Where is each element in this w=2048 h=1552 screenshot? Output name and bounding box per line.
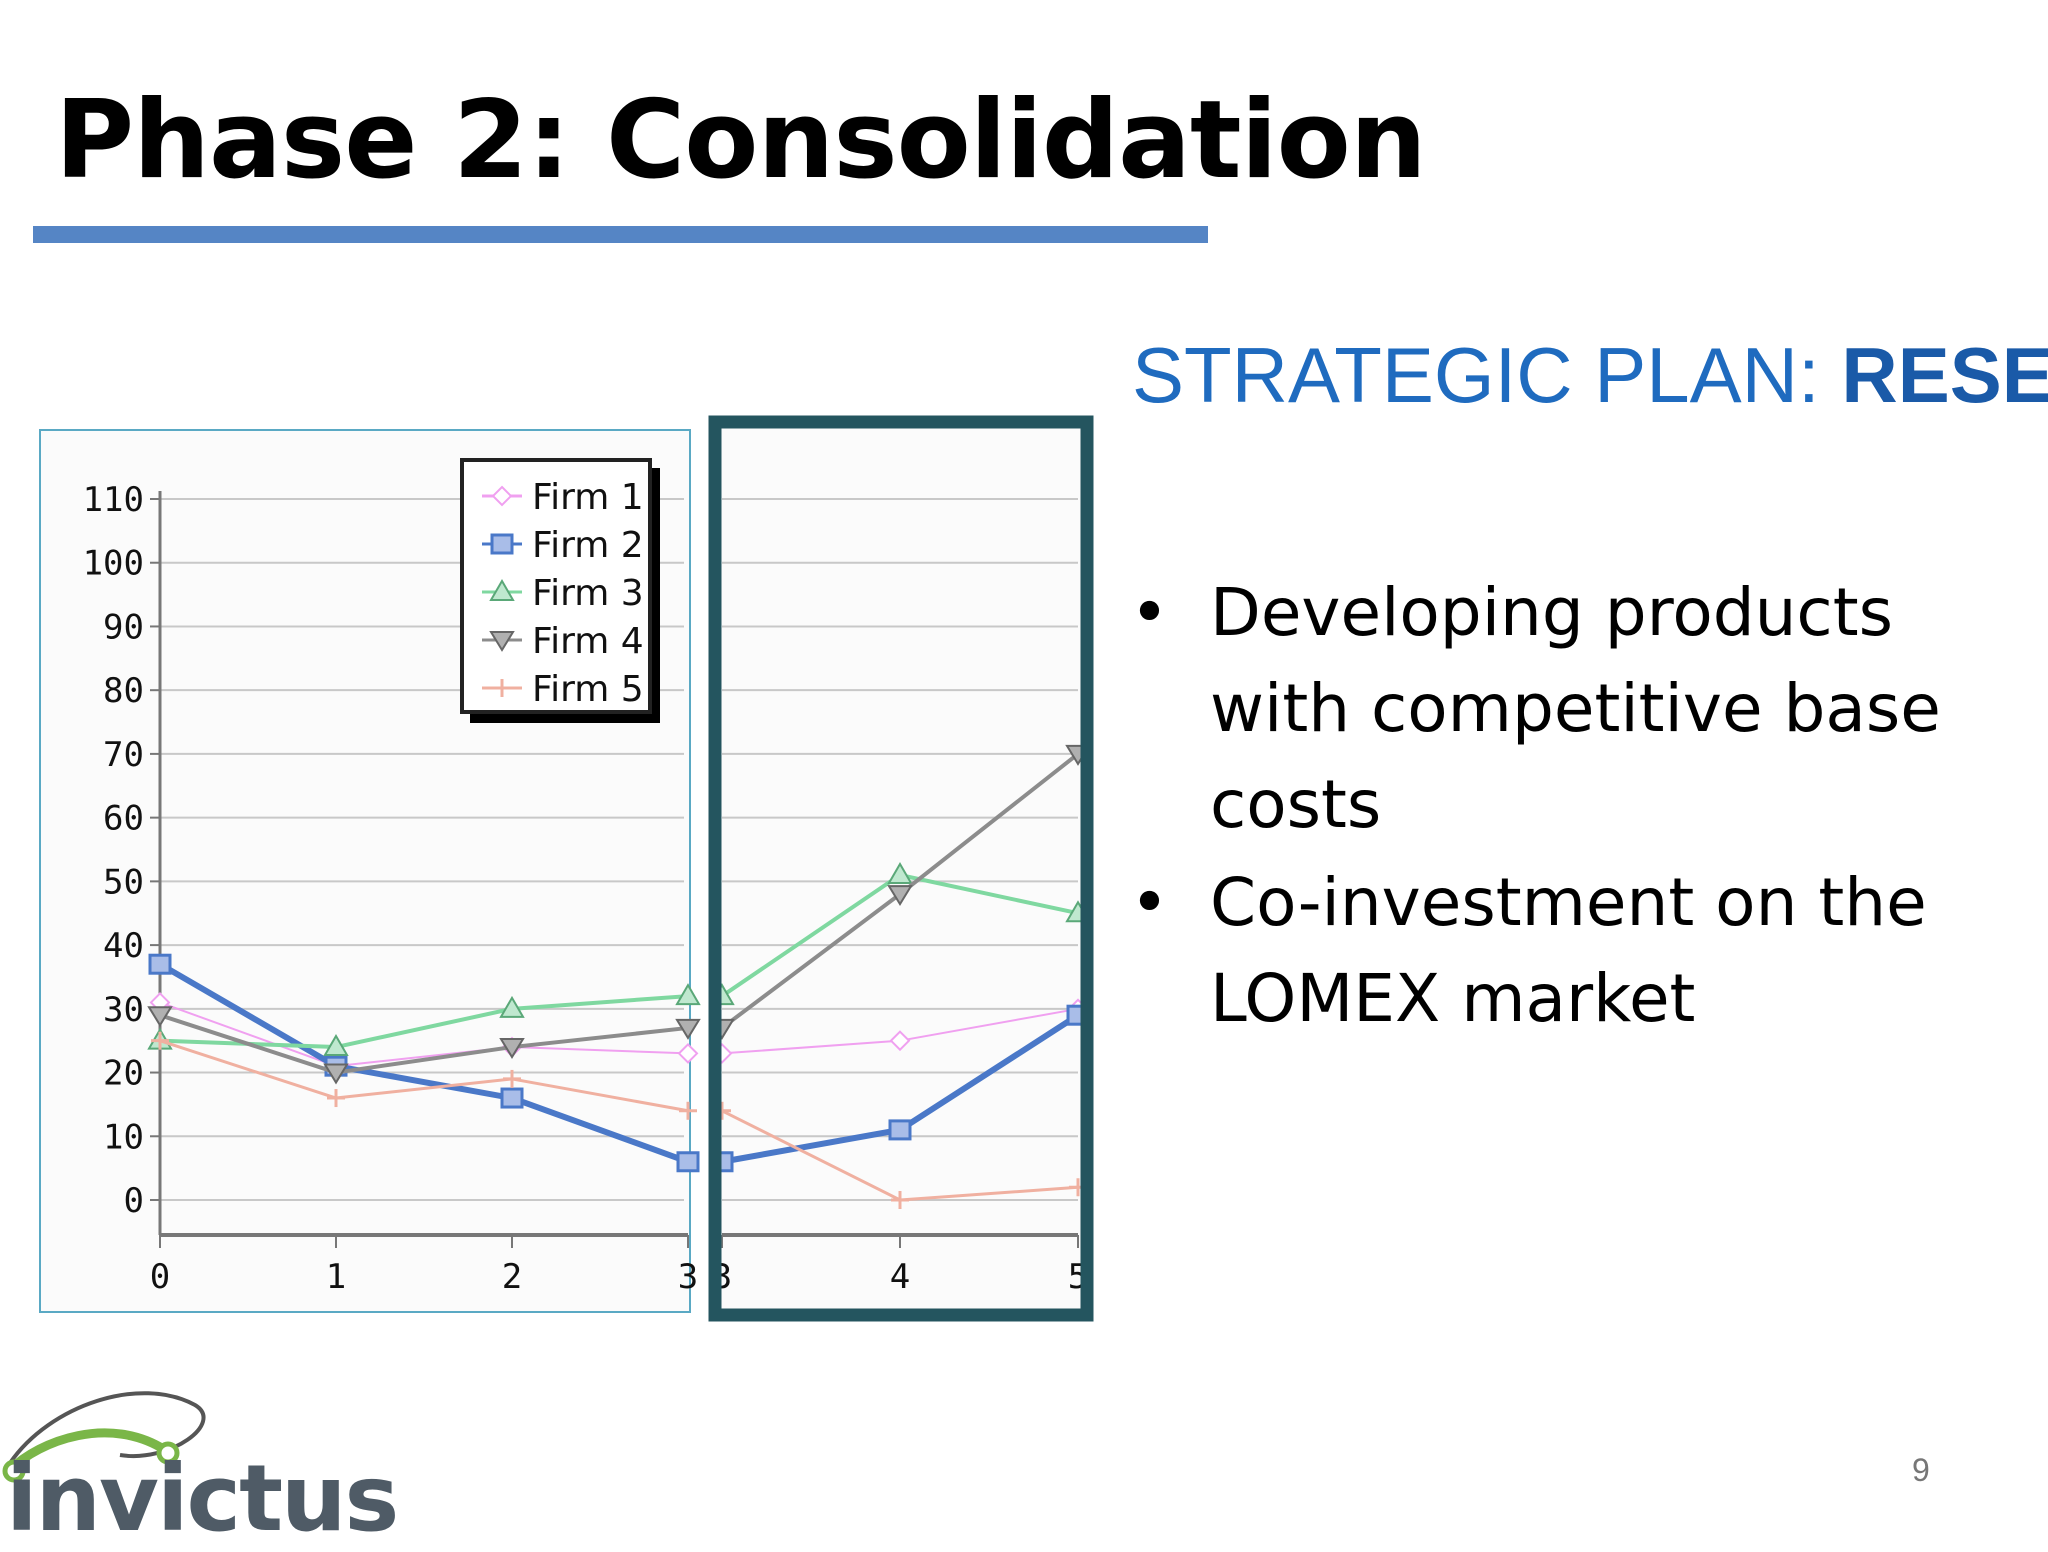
firm-5-point (327, 1089, 345, 1108)
firm-5-point (891, 1191, 909, 1209)
firm-1-point (889, 1030, 911, 1052)
y-tick-label: 50 (103, 862, 144, 902)
firm-2-line-left (158, 961, 690, 1165)
legend-marker-firm-1 (491, 485, 513, 507)
y-tick-label: 100 (83, 544, 144, 584)
y-tick-label: 70 (103, 735, 144, 775)
y-tick-label: 90 (103, 607, 144, 647)
legend-marker-firm-5 (493, 679, 511, 697)
bullet-list: • Developing products with competitive ba… (1130, 565, 2030, 1049)
bullet-dot: • (1130, 574, 1169, 651)
chart-legend: Firm 1 Firm 2 Firm 3 Firm 4 Firm 5 (460, 458, 660, 723)
firm-1-point (677, 1043, 699, 1064)
firm-4-point (887, 885, 913, 907)
bullet-dot: • (1130, 864, 1169, 941)
firm-4-line-left (159, 1013, 689, 1075)
legend-box (460, 458, 652, 714)
legend-label: Firm 5 (532, 669, 644, 710)
y-tick-label: 80 (103, 671, 144, 711)
firm-4-point (323, 1063, 349, 1085)
firm-5-point (151, 1031, 169, 1050)
legend-marker-firm-3 (489, 579, 515, 601)
legend-marker-firm-4 (489, 631, 515, 652)
x-tick-label: 4 (890, 1257, 910, 1297)
logo-swoosh-green (6, 1428, 168, 1474)
logo-node-left (2, 1459, 26, 1483)
legend-label: Firm 3 (532, 573, 644, 614)
bullet-item: • Co-investment on the LOMEX market (1130, 855, 2030, 1047)
bullet-item: • Developing products with competitive ba… (1130, 565, 2030, 853)
firm-1-line-left (159, 1001, 689, 1068)
page-number: 9 (1912, 1452, 1930, 1488)
firm-3-point (323, 1034, 349, 1057)
invictus-logo (2, 1391, 206, 1483)
firm-4-point (147, 1006, 173, 1028)
subtitle-plain: STRATEGIC PLAN: (1132, 331, 1842, 419)
bullet-text: Developing products with competitive bas… (1210, 574, 1941, 843)
x-tick-label: 1 (326, 1257, 346, 1297)
slide-title: Phase 2: Consolidation (55, 78, 1427, 203)
firm-3-point (499, 995, 525, 1018)
highlight-frame (708, 415, 1094, 1322)
y-tick-label: 40 (103, 926, 144, 966)
firm-5-line-left (159, 1039, 689, 1113)
firm-5-point (679, 1101, 697, 1120)
legend-label: Firm 1 (532, 477, 644, 518)
firm-2-point (500, 1087, 524, 1109)
logo-wordmark: invictus (6, 1445, 399, 1552)
legend-label: Firm 2 (532, 525, 644, 566)
firm-3-point (675, 983, 701, 1006)
subtitle-bold: RESET (1841, 331, 2048, 419)
x-tick-label: 0 (150, 1257, 170, 1297)
y-tick-label: 0 (124, 1181, 144, 1221)
bullet-text: Co-investment on the LOMEX market (1210, 864, 1927, 1037)
strategic-plan-heading: STRATEGIC PLAN: RESET (1132, 330, 2048, 421)
firm-3-point (887, 861, 913, 884)
x-tick-label: 3 (678, 1257, 698, 1297)
y-tick-label: 30 (103, 990, 144, 1030)
y-tick-label: 10 (103, 1117, 144, 1157)
firm-4-point (675, 1018, 701, 1040)
title-underline (33, 226, 1208, 243)
x-tick-label: 2 (502, 1257, 522, 1297)
firm-2-point (148, 953, 172, 975)
firm-2-point (888, 1119, 912, 1141)
y-tick-label: 60 (103, 799, 144, 839)
firm-4-point (499, 1038, 525, 1059)
firm-2-point (676, 1151, 700, 1173)
y-tick-label: 110 (83, 480, 144, 520)
legend-marker-firm-2 (490, 533, 514, 555)
legend-label: Firm 4 (532, 621, 644, 662)
firm-5-point (503, 1069, 521, 1088)
y-tick-label: 20 (103, 1054, 144, 1094)
logo-node-right (156, 1441, 180, 1465)
